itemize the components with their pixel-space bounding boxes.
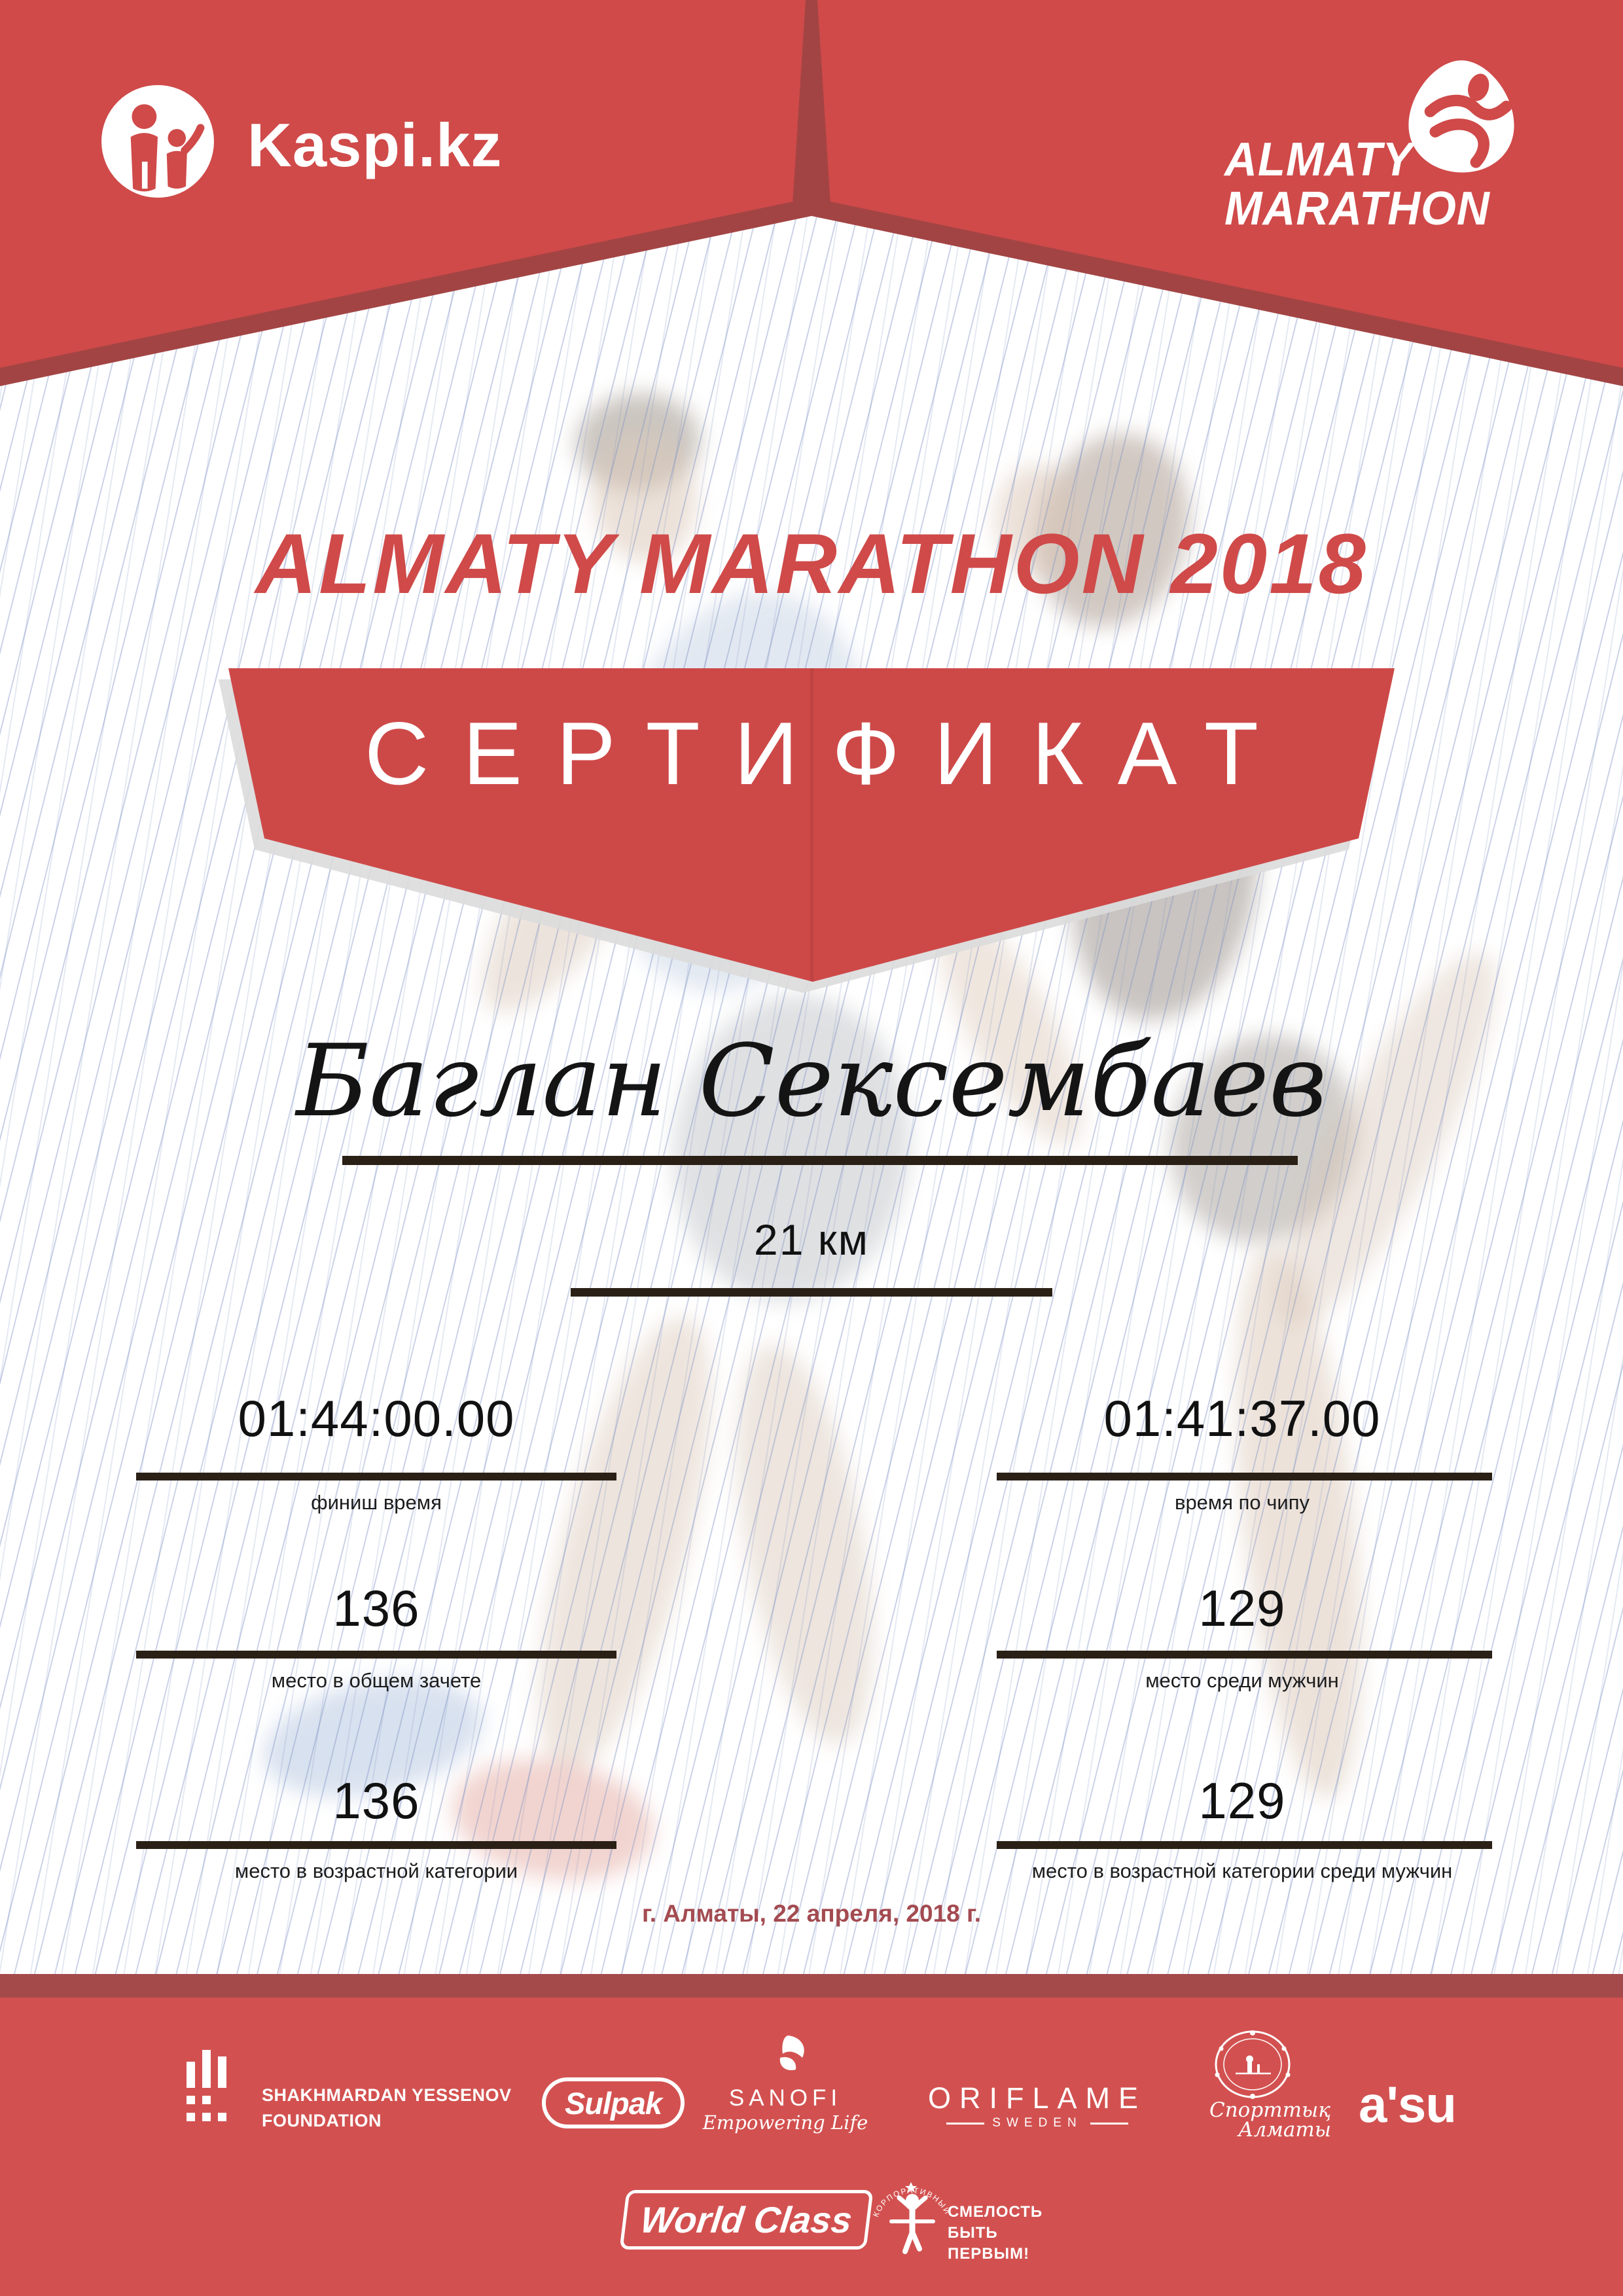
event-date-location: г. Алматы, 22 апреля, 2018 г.	[642, 1900, 981, 1927]
ribbon-center-crease	[810, 668, 813, 982]
stat-age-place-label: место в возрастной категории	[234, 1859, 518, 1882]
oriflame-logo-text: ORIFLAME	[927, 2081, 1147, 2115]
icon-bar	[202, 2050, 211, 2088]
stat-underline	[136, 1473, 616, 1480]
recipient-name: Баглан Сексембаев	[296, 1023, 1327, 1139]
stat-men-place-value: 129	[1198, 1579, 1286, 1637]
yessenov-line2: FOUNDATION	[262, 2111, 382, 2130]
photo-shape	[995, 465, 1080, 576]
yessenov-line1: SHAKHMARDAN YESSENOV	[262, 2085, 512, 2105]
stat-finish-time-label: финиш время	[311, 1491, 442, 1514]
stat-overall-place-label: место в общем зачете	[271, 1669, 482, 1692]
sulpak-logo: Sulpak	[542, 2077, 685, 2128]
oriflame-sweden-text: SWEDEN	[992, 2116, 1082, 2130]
stat-chip-time-label: время по чипу	[1174, 1491, 1310, 1514]
yessenov-foundation-icon	[187, 2050, 227, 2127]
stat-men-place-label: место среди мужчин	[1145, 1669, 1339, 1692]
almaty-marathon-logo-line1: ALMATY	[1224, 134, 1414, 186]
kaspi-logo-text: Kaspi.kz	[247, 111, 503, 179]
almaty-marathon-logo-line2: MARATHON	[1224, 183, 1490, 235]
icon-square	[202, 2113, 211, 2121]
fund-slogan: СМЕЛОСТЬ БЫТЬ ПЕРВЫМ!	[948, 2202, 1043, 2265]
distance-underline	[571, 1288, 1052, 1297]
asu-logo-text: a'su	[1359, 2075, 1457, 2133]
stat-age-men-place-value: 129	[1198, 1772, 1286, 1829]
stat-finish-time-value: 01:44:00.00	[238, 1390, 515, 1447]
icon-square	[218, 2113, 226, 2121]
dash-line	[1090, 2122, 1128, 2125]
icon-square	[187, 2113, 195, 2121]
sanofi-tagline: Empowering Life	[702, 2111, 868, 2134]
sport-almaty-text-line2: Алматы	[1238, 2118, 1332, 2142]
icon-bar	[218, 2056, 226, 2088]
sport-almaty-emblem-icon	[1202, 2029, 1304, 2102]
stat-overall-place-value: 136	[332, 1579, 420, 1637]
stat-age-place-value: 136	[332, 1772, 420, 1829]
kaspi-logo-icon	[101, 85, 214, 198]
stat-underline	[136, 1841, 616, 1849]
corporate-fund-logo-icon: КОРПОРАТИВНЫЙ ФОНД	[864, 2157, 957, 2262]
fund-slogan-line3: ПЕРВЫМ!	[948, 2245, 1030, 2263]
stat-underline	[997, 1651, 1492, 1659]
fund-slogan-line2: БЫТЬ	[948, 2224, 998, 2242]
sanofi-bird-icon	[758, 2034, 813, 2077]
stat-underline	[136, 1651, 616, 1659]
world-class-text: World Class	[638, 2199, 855, 2240]
icon-square	[187, 2096, 195, 2104]
yessenov-foundation-text: SHAKHMARDAN YESSENOV FOUNDATION	[262, 2083, 512, 2134]
stat-age-men-place-label: место в возрастной категории среди мужчи…	[1031, 1859, 1453, 1882]
name-underline	[342, 1156, 1298, 1165]
leaping-runner-pick-icon	[1397, 54, 1524, 181]
icon-bar	[187, 2062, 195, 2088]
footer-accent-strip	[0, 1974, 1623, 1998]
sport-almaty-text-line1: Спорттық	[1209, 2098, 1330, 2122]
world-class-logo: World Class	[619, 2190, 874, 2250]
distance-value: 21 км	[754, 1215, 869, 1264]
fund-slogan-line1: СМЕЛОСТЬ	[948, 2203, 1043, 2221]
footer-band	[0, 1998, 1623, 2296]
certificate-label: СЕРТИФИКАТ	[365, 704, 1293, 803]
event-title: ALMATY MARATHON 2018	[255, 516, 1368, 611]
oriflame-sub: SWEDEN	[916, 2116, 1158, 2130]
stat-underline	[997, 1473, 1492, 1480]
stat-underline	[997, 1841, 1492, 1849]
dash-line	[946, 2122, 985, 2125]
icon-square	[202, 2096, 211, 2104]
stat-chip-time-value: 01:41:37.00	[1103, 1390, 1381, 1447]
sanofi-logo-text: SANOFI	[728, 2085, 842, 2111]
